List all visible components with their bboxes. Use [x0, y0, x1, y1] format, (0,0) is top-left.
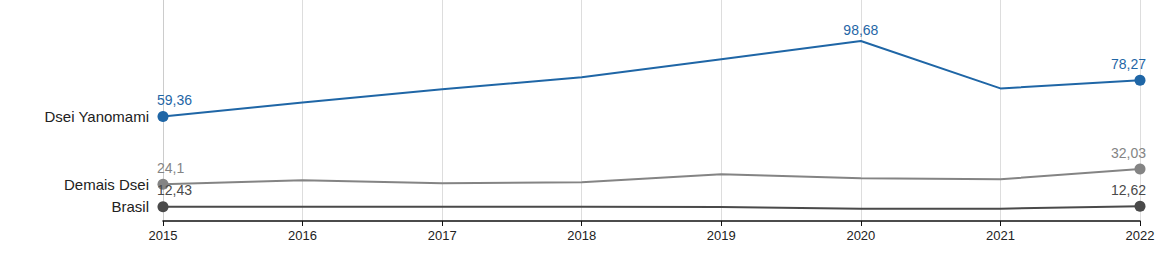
- svg-text:2018: 2018: [567, 228, 596, 243]
- svg-text:2021: 2021: [986, 228, 1015, 243]
- svg-text:24,1: 24,1: [157, 160, 184, 176]
- svg-text:12,43: 12,43: [157, 182, 192, 198]
- svg-text:Dsei Yanomami: Dsei Yanomami: [45, 108, 150, 125]
- svg-text:32,03: 32,03: [1111, 145, 1146, 161]
- svg-text:2019: 2019: [707, 228, 736, 243]
- svg-text:2020: 2020: [846, 228, 875, 243]
- svg-text:2016: 2016: [288, 228, 317, 243]
- svg-text:78,27: 78,27: [1111, 56, 1146, 72]
- svg-text:Brasil: Brasil: [111, 198, 149, 215]
- svg-text:Demais Dsei: Demais Dsei: [64, 176, 149, 193]
- svg-text:59,36: 59,36: [157, 92, 192, 108]
- svg-text:98,68: 98,68: [843, 22, 878, 38]
- svg-text:2015: 2015: [149, 228, 178, 243]
- svg-text:2022: 2022: [1126, 228, 1155, 243]
- svg-text:2017: 2017: [428, 228, 457, 243]
- svg-text:12,62: 12,62: [1111, 182, 1146, 198]
